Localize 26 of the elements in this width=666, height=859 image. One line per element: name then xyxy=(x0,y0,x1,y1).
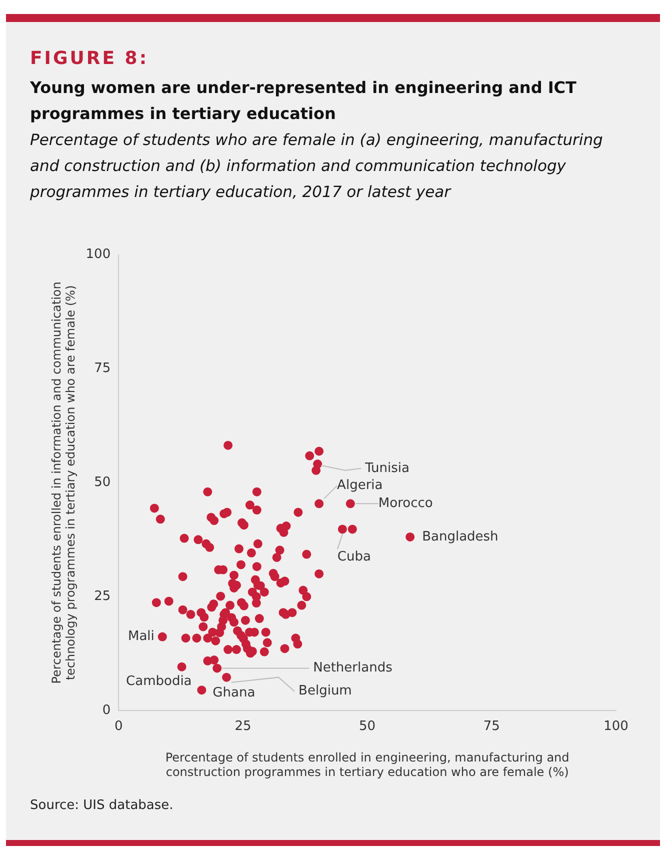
x-tick-label: 0 xyxy=(114,718,123,734)
x-axis-title: Percentage of students enrolled in engineering, manufacturing and construction programmes in tertiary education who are female (%) xyxy=(165,750,570,779)
annotation: Mali xyxy=(128,629,154,644)
annotation: Morocco xyxy=(378,496,433,512)
annotation: Cuba xyxy=(337,550,371,565)
x-tick-label: 100 xyxy=(604,718,628,734)
annotation: Bangladesh xyxy=(422,529,498,544)
annotation: Tunisia xyxy=(364,460,410,476)
annotation: Netherlands xyxy=(313,660,393,676)
annotation: Cambodia xyxy=(126,674,192,690)
x-tick-label: 50 xyxy=(359,718,376,734)
chart-subtitle: Young women are under-represented in engineering and ICT programmes in tertiary education xyxy=(30,77,578,125)
annotation: Algeria xyxy=(337,478,383,494)
x-tick-label: 25 xyxy=(234,718,252,734)
chart-title: FIGURE 8: xyxy=(30,48,150,69)
y-tick-label: 75 xyxy=(94,361,111,376)
annotation: Ghana xyxy=(212,685,256,700)
y-tick-label: 25 xyxy=(94,589,111,604)
annotation: Belgium xyxy=(298,684,352,699)
source-note: Source: UIS database. xyxy=(30,798,174,813)
text: Percentage of students who are female in (a) engineering, manufacturing and construction and (b) information and communication technology programmes in tertiary education, 2017 or latest year xyxy=(30,130,604,203)
y-axis-title: Percentage of students enrolled in information and communication technology programmes in tertiary education who are female (%) xyxy=(49,282,78,684)
y-tick-label: 100 xyxy=(86,247,111,262)
x-tick-label: 75 xyxy=(483,718,500,734)
y-tick-label: 0 xyxy=(102,702,111,718)
y-tick-label: 50 xyxy=(94,475,111,490)
